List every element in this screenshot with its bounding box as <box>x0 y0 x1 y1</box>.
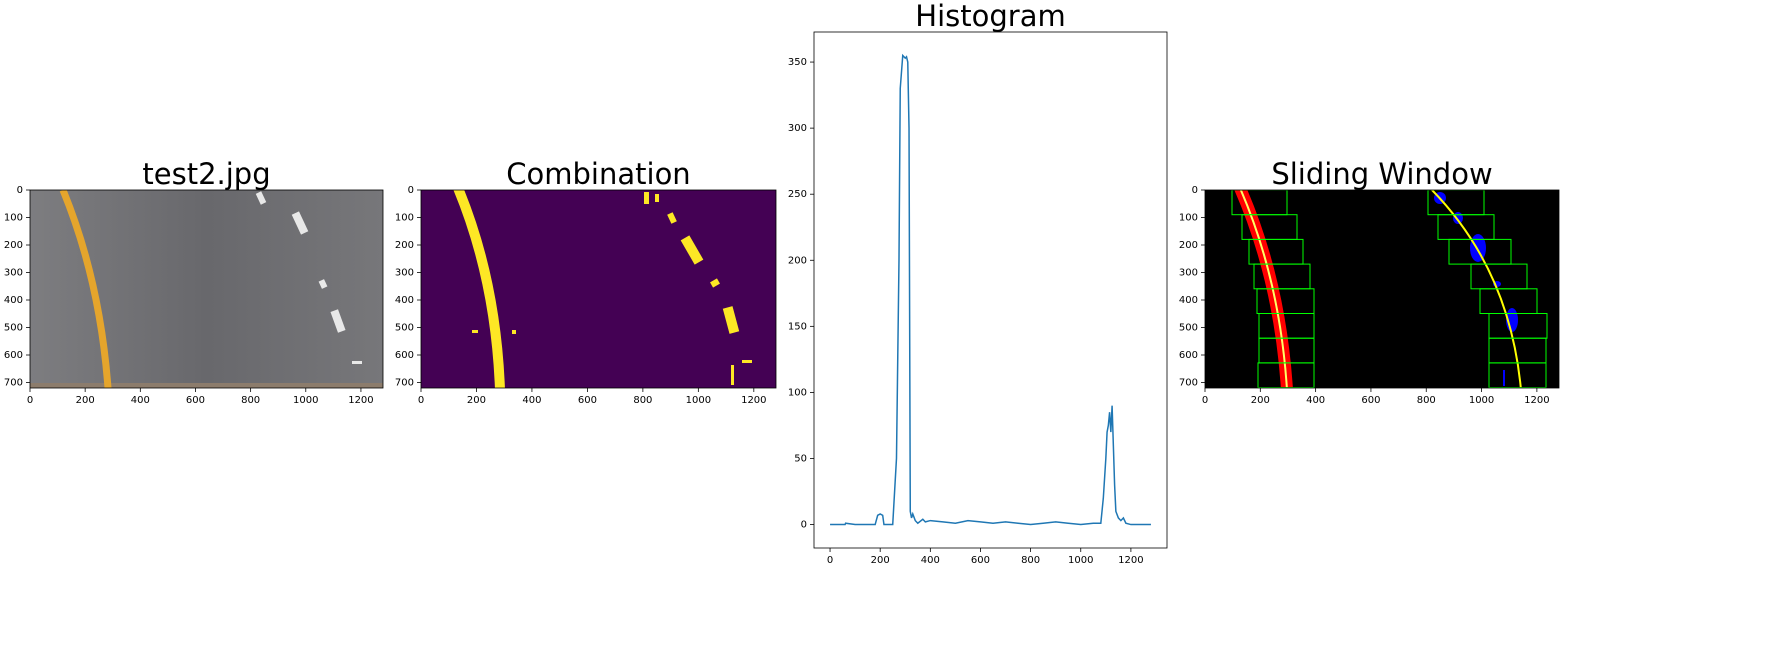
histogram-line <box>830 53 1151 526</box>
y-tick-label: 700 <box>1179 378 1198 389</box>
road-image <box>30 190 383 388</box>
x-tick-label: 600 <box>578 395 597 406</box>
x-tick-label: 1000 <box>686 395 711 406</box>
axes-title: Combination <box>506 157 690 191</box>
axes-title: Sliding Window <box>1271 157 1492 191</box>
x-tick-label: 0 <box>418 395 424 406</box>
x-tick-label: 1000 <box>1469 395 1494 406</box>
y-tick-label: 600 <box>395 350 414 361</box>
x-tick-label: 200 <box>76 395 95 406</box>
x-tick-label: 0 <box>1202 395 1208 406</box>
x-tick-label: 600 <box>186 395 205 406</box>
y-tick-label: 300 <box>1179 268 1198 279</box>
y-tick-label: 500 <box>1179 323 1198 334</box>
y-tick-label: 0 <box>408 185 414 196</box>
y-tick-label: 700 <box>4 378 23 389</box>
x-tick-label: 1200 <box>348 395 373 406</box>
y-tick-label: 0 <box>1192 185 1198 196</box>
x-tick-label: 200 <box>871 555 890 566</box>
y-tick-label: 600 <box>4 350 23 361</box>
axes-frame <box>1204 189 1560 389</box>
y-tick-label: 600 <box>1179 350 1198 361</box>
y-tick-label: 400 <box>4 295 23 306</box>
y-tick-label: 200 <box>395 240 414 251</box>
y-tick-label: 0 <box>801 520 807 531</box>
binary-image <box>421 190 776 388</box>
x-tick-label: 0 <box>827 555 833 566</box>
x-tick-label: 1000 <box>1068 555 1093 566</box>
y-tick-label: 350 <box>788 57 807 68</box>
y-tick-label: 400 <box>1179 295 1198 306</box>
y-tick-label: 0 <box>17 185 23 196</box>
x-tick-label: 1200 <box>741 395 766 406</box>
axes-frame <box>420 189 777 389</box>
x-tick-label: 400 <box>1306 395 1325 406</box>
x-tick-label: 1200 <box>1118 555 1143 566</box>
sliding-window-image <box>1205 190 1559 388</box>
y-tick-label: 300 <box>788 123 807 134</box>
x-tick-label: 400 <box>131 395 150 406</box>
x-tick-label: 200 <box>1251 395 1270 406</box>
y-tick-label: 200 <box>788 255 807 266</box>
y-tick-label: 300 <box>4 268 23 279</box>
y-tick-label: 100 <box>395 213 414 224</box>
x-tick-label: 600 <box>1361 395 1380 406</box>
x-tick-label: 800 <box>1417 395 1436 406</box>
x-tick-label: 400 <box>522 395 541 406</box>
x-tick-label: 400 <box>921 555 940 566</box>
x-tick-label: 800 <box>1021 555 1040 566</box>
x-tick-label: 800 <box>241 395 260 406</box>
y-tick-label: 400 <box>395 295 414 306</box>
x-tick-label: 0 <box>27 395 33 406</box>
y-tick-label: 150 <box>788 321 807 332</box>
x-tick-label: 800 <box>633 395 652 406</box>
y-tick-label: 100 <box>788 387 807 398</box>
axes-title: test2.jpg <box>142 157 270 191</box>
y-tick-label: 100 <box>1179 213 1198 224</box>
axes-frame <box>813 31 1168 549</box>
y-tick-label: 200 <box>1179 240 1198 251</box>
x-tick-label: 600 <box>971 555 990 566</box>
y-tick-label: 50 <box>794 453 807 464</box>
y-tick-label: 250 <box>788 189 807 200</box>
y-tick-label: 700 <box>395 378 414 389</box>
x-tick-label: 1000 <box>293 395 318 406</box>
x-tick-label: 1200 <box>1524 395 1549 406</box>
y-tick-label: 500 <box>395 323 414 334</box>
x-tick-label: 200 <box>467 395 486 406</box>
y-tick-label: 500 <box>4 323 23 334</box>
axes-title: Histogram <box>915 0 1065 33</box>
y-tick-label: 100 <box>4 213 23 224</box>
y-tick-label: 200 <box>4 240 23 251</box>
axes-frame <box>29 189 384 389</box>
y-tick-label: 300 <box>395 268 414 279</box>
